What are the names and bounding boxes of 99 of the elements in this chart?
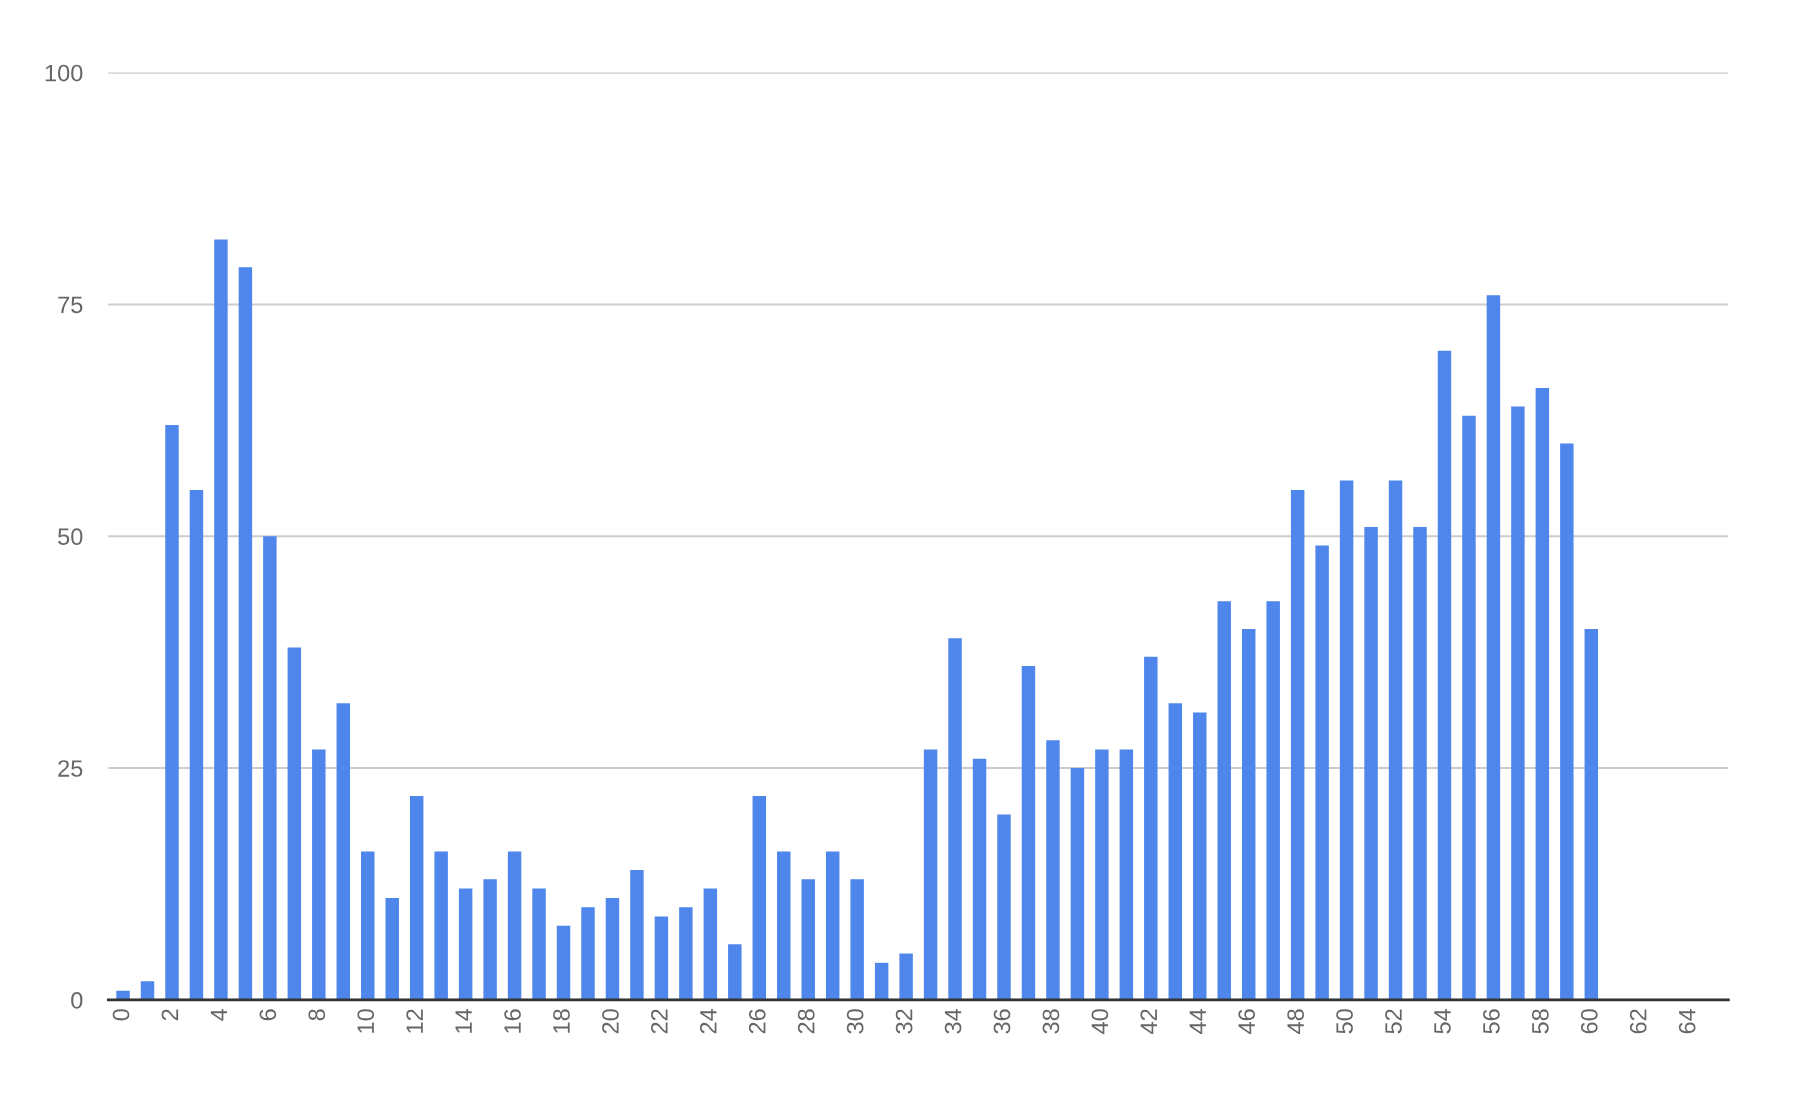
x-tick-label: 24 [699, 1008, 717, 1034]
bar [948, 638, 962, 1000]
bar [605, 897, 620, 1000]
bar [1535, 387, 1550, 1000]
bar [1266, 601, 1280, 1000]
y-tick-label: 0 [71, 991, 83, 1009]
x-tick-label: 50 [1336, 1009, 1353, 1034]
bar [287, 647, 302, 1000]
x-tick-label: 2 [161, 1009, 179, 1021]
x-tick-label: 16 [504, 1009, 521, 1033]
bar [214, 239, 228, 1000]
bar [1560, 443, 1574, 1000]
bar [1144, 656, 1158, 1000]
bar [972, 758, 987, 1000]
bar [874, 962, 889, 1000]
x-tick-label: 22 [651, 1009, 668, 1034]
x-tick-label: 26 [748, 1009, 766, 1034]
bar [1193, 712, 1207, 1000]
bar [1437, 350, 1452, 1000]
bar [556, 925, 571, 1000]
bar [1364, 526, 1378, 1000]
bar [899, 953, 913, 1000]
x-tick-label: 0 [112, 1009, 130, 1021]
bar [1095, 749, 1109, 1000]
bar [507, 851, 522, 1000]
bar [703, 888, 718, 1000]
bar [777, 851, 791, 1000]
x-tick-label: 44 [1189, 1008, 1206, 1034]
x-tick-label: 28 [797, 1009, 815, 1034]
bar [801, 879, 815, 1000]
bar [1315, 545, 1329, 1000]
bar [1511, 406, 1525, 1000]
x-tick-label: 54 [1434, 1008, 1451, 1034]
bar [434, 851, 448, 1000]
bar [1486, 295, 1501, 1000]
x-tick-label: 58 [1531, 1009, 1549, 1034]
bar [923, 749, 938, 1000]
bar [532, 888, 546, 1000]
bar [165, 424, 179, 1000]
bar [238, 267, 253, 1000]
bar [1290, 489, 1305, 1000]
bar [1413, 526, 1427, 1000]
bar [140, 981, 155, 1000]
bar [1021, 666, 1036, 1000]
x-tick-label: 14 [455, 1008, 472, 1033]
bar [336, 703, 351, 1000]
x-tick-label: 62 [1629, 1009, 1647, 1034]
bar [679, 907, 693, 1000]
bar [997, 814, 1011, 1000]
x-tick-label: 6 [259, 1009, 277, 1021]
x-tick-label: 52 [1385, 1009, 1402, 1034]
bar [1168, 703, 1183, 1000]
bar [1119, 749, 1134, 1000]
x-tick-label: 56 [1483, 1009, 1500, 1034]
x-tick-label: 48 [1287, 1009, 1304, 1034]
bar [654, 916, 669, 1000]
y-tick-label: 25 [58, 760, 83, 777]
x-tick-label: 36 [993, 1009, 1011, 1034]
x-tick-label: 32 [895, 1009, 913, 1034]
x-tick-label: 18 [553, 1009, 570, 1033]
y-tick-label: 50 [58, 528, 83, 546]
y-tick-label: 100 [45, 64, 83, 82]
x-tick-label: 30 [846, 1009, 864, 1034]
x-tick-label: 10 [357, 1009, 375, 1033]
bar [1070, 768, 1085, 1000]
bar [630, 870, 644, 1000]
x-tick-label: 38 [1042, 1009, 1060, 1034]
bar [189, 489, 204, 1000]
bar [728, 944, 742, 1000]
x-tick-label: 20 [602, 1009, 619, 1034]
x-tick-label: 64 [1678, 1008, 1696, 1034]
bar [825, 851, 840, 1000]
bar [1388, 480, 1403, 1000]
x-tick-label: 34 [944, 1008, 962, 1034]
bar [1584, 628, 1599, 1000]
bar [1462, 415, 1476, 1000]
bar [458, 888, 473, 1000]
bar [1046, 740, 1060, 1000]
bar [850, 879, 864, 1000]
x-tick-label: 8 [308, 1009, 326, 1021]
bar [312, 749, 326, 1000]
x-tick-label: 40 [1091, 1009, 1109, 1034]
bar [385, 897, 399, 1000]
y-tick-label: 75 [58, 296, 83, 314]
x-tick-label: 60 [1580, 1009, 1598, 1034]
bar [361, 851, 375, 1000]
x-tick-label: 4 [210, 1008, 228, 1021]
bar [483, 879, 497, 1000]
bar [1241, 628, 1256, 1000]
x-tick-label: 46 [1238, 1009, 1256, 1034]
bar [1339, 480, 1354, 1000]
bar [752, 795, 767, 1000]
bar [116, 990, 130, 1000]
bar [263, 536, 277, 1000]
bar [409, 795, 424, 1000]
x-tick-label: 42 [1140, 1009, 1157, 1034]
bar [1217, 601, 1231, 1000]
x-tick-label: 12 [406, 1009, 423, 1033]
bar [581, 907, 595, 1000]
